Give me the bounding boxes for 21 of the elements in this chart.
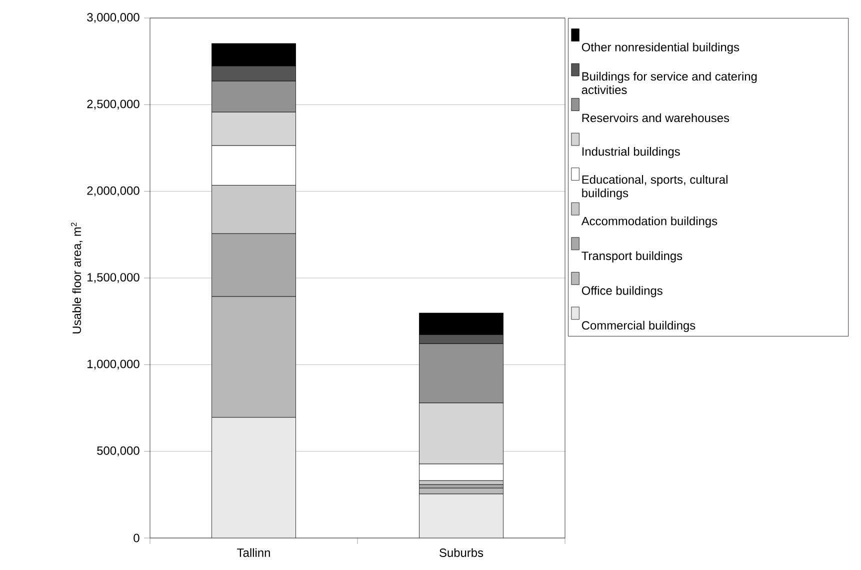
legend-label: Reservoirs and warehouses (582, 113, 730, 122)
x-tick-label: Suburbs (440, 548, 484, 557)
legend-label: Transport buildings (582, 251, 682, 262)
legend-label: Buildings for service and catering activities (582, 72, 757, 94)
y-tick-label: 1,000,000 (88, 360, 140, 370)
y-tick-label: 2,500,000 (87, 100, 140, 110)
y-tick-label: 2,000,000 (87, 186, 140, 196)
bar (419, 494, 504, 538)
y-tick-label: 0 (134, 534, 140, 542)
text: Educational, sports, cultural buildings (582, 175, 728, 200)
y-axis-title: Usable floor area, m$^{2}$ (71, 222, 82, 334)
legend-label: Commercial buildings (582, 320, 696, 332)
legend-label: Accommodation buildings (581, 216, 718, 228)
legend-label: Industrial buildings (582, 146, 680, 158)
bar (212, 417, 296, 538)
y-tick-label: 1,500,000 (88, 273, 140, 283)
x-tick-label: Tallinn (237, 548, 270, 557)
y-tick-label: 500,000 (97, 446, 140, 456)
y-tick-label: 3,000,000 (87, 13, 140, 23)
legend-label: Other nonresidential buildings (582, 42, 740, 54)
legend-label: Office buildings (582, 286, 662, 298)
